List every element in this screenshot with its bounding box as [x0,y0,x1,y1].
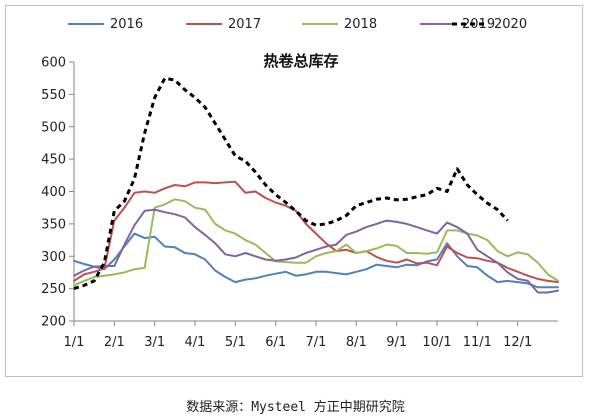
x-tick-label: 9/1 [386,335,407,350]
legend-label-2016: 2016 [110,17,143,32]
chart-frame: 2016 2017 2018 2019 2020 热卷总库存 200 250 300 350 4… [5,5,583,377]
source-note: 数据来源：Mysteel 方正中期研究院 [186,400,405,415]
legend-label-2018: 2018 [344,17,377,32]
y-tick-label: 250 [41,282,66,297]
x-tick-label: 6/1 [265,335,286,350]
series-line-2020 [73,76,509,291]
x-tick-label: 7/1 [306,335,327,350]
x-tick-label: 8/1 [346,335,367,350]
x-tick-label: 5/1 [225,335,246,350]
legend-label-2019: 2019 [462,17,495,32]
y-tick-label: 600 [41,56,66,71]
x-tick-label: 2/1 [104,335,125,350]
series-line-2018 [73,198,559,287]
y-tick-label: 450 [41,153,66,168]
plot-area [73,76,559,294]
series-line-2016 [73,232,559,289]
x-tick-label: 11/1 [463,335,492,350]
x-tick-label: 4/1 [185,335,206,350]
series-line-2019 [73,208,559,294]
axes: 200 250 300 350 400 450 500 550 600 1/1 2/1 3/1 4/1 5… [41,56,558,350]
legend-label-2017: 2017 [228,17,261,32]
y-tick-label: 400 [41,185,66,200]
chart-title: 热卷总库存 [263,52,338,70]
y-tick-label: 500 [41,120,66,135]
y-tick-label: 350 [41,217,66,232]
y-tick-label: 200 [41,315,66,330]
legend-label-2020: 2020 [494,17,527,32]
x-tick-label: 1/1 [64,335,85,350]
x-tick-label: 10/1 [422,335,451,350]
x-tick-label: 3/1 [144,335,165,350]
x-tick-label: 12/1 [503,335,532,350]
y-tick-label: 550 [41,88,66,103]
y-tick-label: 300 [41,250,66,265]
series-line-2017 [73,180,559,284]
